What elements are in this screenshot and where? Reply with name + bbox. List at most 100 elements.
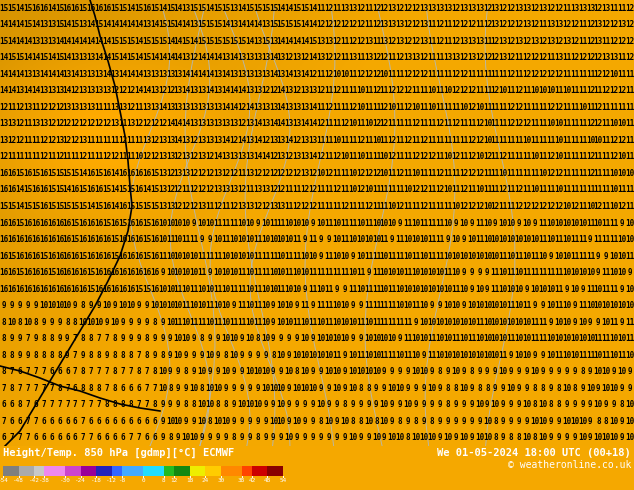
Text: 10: 10 bbox=[546, 120, 555, 128]
Text: 11: 11 bbox=[570, 235, 579, 244]
Text: 12: 12 bbox=[546, 70, 555, 79]
Text: 10: 10 bbox=[261, 334, 270, 343]
Text: 16: 16 bbox=[126, 219, 136, 227]
Text: 10: 10 bbox=[618, 334, 627, 343]
Text: 10: 10 bbox=[364, 351, 373, 360]
Text: 16: 16 bbox=[150, 251, 159, 261]
Text: 10: 10 bbox=[197, 416, 207, 426]
Text: 12: 12 bbox=[586, 53, 595, 62]
Text: 10: 10 bbox=[396, 433, 405, 442]
Text: 10: 10 bbox=[618, 120, 627, 128]
Text: 10: 10 bbox=[308, 351, 318, 360]
Text: 11: 11 bbox=[625, 334, 634, 343]
Text: 11: 11 bbox=[324, 318, 333, 327]
Text: 11: 11 bbox=[387, 185, 397, 195]
Text: 14: 14 bbox=[126, 20, 136, 29]
Text: 14: 14 bbox=[102, 53, 112, 62]
Text: 9: 9 bbox=[192, 334, 197, 343]
Text: 16: 16 bbox=[86, 251, 96, 261]
Text: 10: 10 bbox=[538, 251, 548, 261]
Text: 10: 10 bbox=[261, 235, 270, 244]
Text: 12: 12 bbox=[546, 4, 555, 13]
Text: 8: 8 bbox=[168, 433, 172, 442]
Text: 9: 9 bbox=[485, 285, 489, 294]
Text: 12: 12 bbox=[380, 120, 389, 128]
Text: 10: 10 bbox=[507, 318, 516, 327]
Text: 12: 12 bbox=[324, 70, 333, 79]
Text: 10: 10 bbox=[443, 285, 453, 294]
Text: 10: 10 bbox=[380, 268, 389, 277]
Text: 12: 12 bbox=[324, 169, 333, 178]
Text: 7: 7 bbox=[34, 384, 38, 392]
Text: 14: 14 bbox=[158, 4, 167, 13]
Text: 10: 10 bbox=[403, 235, 413, 244]
Text: 15: 15 bbox=[269, 20, 278, 29]
Text: 10: 10 bbox=[205, 285, 215, 294]
Text: 11: 11 bbox=[602, 235, 611, 244]
Text: 10: 10 bbox=[475, 433, 484, 442]
Text: 15: 15 bbox=[23, 202, 32, 211]
Text: 15: 15 bbox=[47, 185, 56, 195]
Text: 9: 9 bbox=[406, 367, 410, 376]
Text: 13: 13 bbox=[276, 70, 286, 79]
Text: 9: 9 bbox=[469, 384, 474, 392]
Text: 9: 9 bbox=[208, 367, 212, 376]
Text: 12: 12 bbox=[0, 152, 9, 161]
Text: 16: 16 bbox=[55, 251, 64, 261]
Text: 10: 10 bbox=[411, 268, 421, 277]
Text: 12: 12 bbox=[498, 185, 508, 195]
Text: 9: 9 bbox=[303, 400, 307, 409]
Text: 10: 10 bbox=[459, 433, 469, 442]
Text: 9: 9 bbox=[548, 416, 553, 426]
Text: 14: 14 bbox=[301, 20, 310, 29]
Text: 12: 12 bbox=[229, 169, 238, 178]
Text: 12: 12 bbox=[332, 86, 342, 96]
Text: 15: 15 bbox=[86, 285, 96, 294]
Text: 6: 6 bbox=[120, 433, 125, 442]
Text: 11: 11 bbox=[324, 268, 333, 277]
Text: 12: 12 bbox=[15, 136, 25, 145]
Text: 9: 9 bbox=[192, 351, 197, 360]
Text: 12: 12 bbox=[507, 20, 516, 29]
Text: 10: 10 bbox=[609, 169, 619, 178]
Text: 12: 12 bbox=[625, 4, 634, 13]
Text: 10: 10 bbox=[443, 334, 453, 343]
Text: 13: 13 bbox=[459, 37, 469, 46]
Text: 11: 11 bbox=[570, 120, 579, 128]
Text: 13: 13 bbox=[158, 136, 167, 145]
Text: 15: 15 bbox=[55, 185, 64, 195]
Text: 10: 10 bbox=[158, 367, 167, 376]
Text: 11: 11 bbox=[625, 251, 634, 261]
Text: 11: 11 bbox=[332, 103, 342, 112]
Text: 9: 9 bbox=[422, 416, 426, 426]
Text: 14: 14 bbox=[118, 70, 127, 79]
Text: 9: 9 bbox=[493, 367, 498, 376]
Text: 11: 11 bbox=[190, 318, 199, 327]
Text: 10: 10 bbox=[276, 384, 286, 392]
Text: 14: 14 bbox=[181, 20, 191, 29]
Text: 13: 13 bbox=[269, 103, 278, 112]
Text: 9: 9 bbox=[303, 416, 307, 426]
Text: 13: 13 bbox=[94, 86, 104, 96]
Text: 11: 11 bbox=[396, 152, 405, 161]
Text: 11: 11 bbox=[190, 285, 199, 294]
Text: 13: 13 bbox=[142, 136, 152, 145]
Text: 6: 6 bbox=[136, 384, 141, 392]
Text: 7: 7 bbox=[41, 384, 46, 392]
Text: 10: 10 bbox=[301, 367, 310, 376]
Text: 14: 14 bbox=[31, 53, 41, 62]
Text: 8: 8 bbox=[208, 416, 212, 426]
Text: 9: 9 bbox=[271, 367, 276, 376]
Text: 10: 10 bbox=[578, 268, 587, 277]
Text: 12: 12 bbox=[39, 152, 48, 161]
Text: 6: 6 bbox=[97, 416, 101, 426]
Text: 11: 11 bbox=[586, 185, 595, 195]
Text: 16: 16 bbox=[39, 268, 48, 277]
Text: 16: 16 bbox=[134, 219, 143, 227]
Text: 15: 15 bbox=[190, 4, 199, 13]
Text: 12: 12 bbox=[70, 120, 80, 128]
Text: 12: 12 bbox=[593, 4, 603, 13]
Text: 11: 11 bbox=[562, 53, 571, 62]
Text: 9: 9 bbox=[335, 433, 339, 442]
Text: 13: 13 bbox=[364, 37, 373, 46]
